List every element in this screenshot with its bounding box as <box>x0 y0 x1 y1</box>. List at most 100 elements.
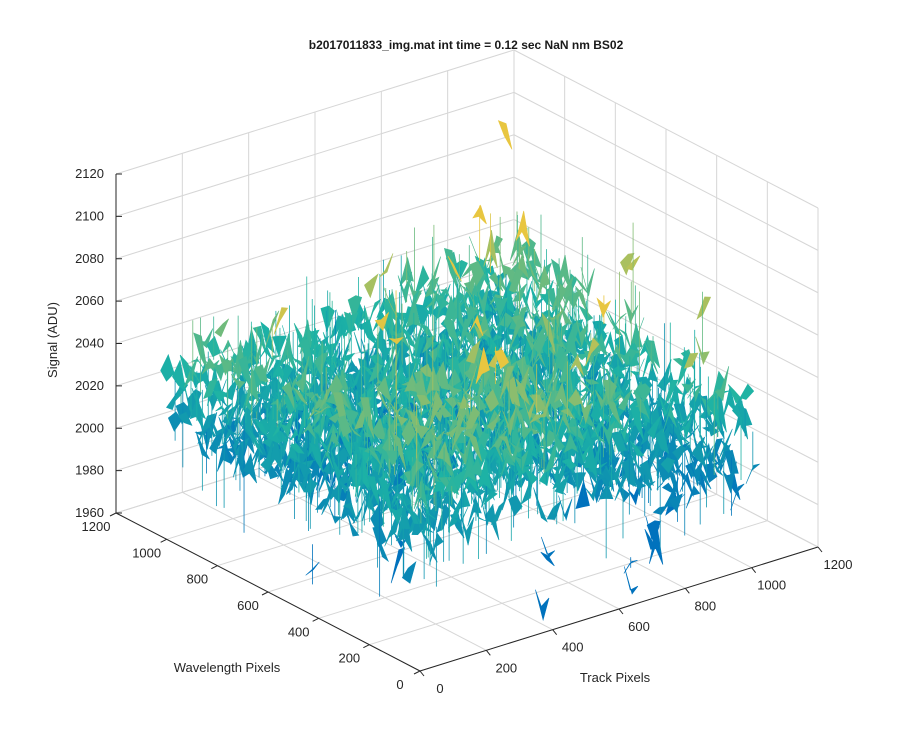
z-tick-label: 2040 <box>75 336 104 351</box>
surface-patch <box>535 589 550 622</box>
surface-patch <box>571 472 587 492</box>
surface-patch <box>593 333 608 367</box>
floor-grid-line <box>318 493 717 619</box>
y-tick-label: 400 <box>288 624 310 639</box>
surface-patch <box>278 363 294 399</box>
y-tick-label: 600 <box>237 598 259 613</box>
surface-patch <box>531 351 546 370</box>
surface-patch <box>585 337 600 367</box>
surface-patch <box>693 416 708 448</box>
x-tick-label: 400 <box>562 640 584 655</box>
z-tick-label: 1960 <box>75 505 104 520</box>
x-tick-mark <box>485 650 491 656</box>
surface-patch <box>284 441 299 470</box>
surface-patch <box>568 388 583 406</box>
surface-patch <box>578 304 594 322</box>
surface-patch <box>498 436 513 460</box>
surface-patch <box>649 524 664 565</box>
surface-patch <box>612 313 627 330</box>
surface <box>160 120 760 622</box>
surface-patch <box>377 376 392 403</box>
surface-patch <box>668 449 683 476</box>
surface-patch <box>248 429 263 454</box>
y-tick-mark <box>109 512 117 517</box>
surface-patch <box>608 453 623 486</box>
surface-patch <box>425 452 440 481</box>
surface-patch <box>401 560 417 584</box>
surface-patch <box>397 271 412 304</box>
surface-patch <box>368 362 383 383</box>
surface-patch <box>421 500 436 520</box>
surface-patch <box>325 427 340 458</box>
surface-patch <box>177 411 193 426</box>
surface-patch <box>195 431 210 460</box>
surface-patch <box>471 496 486 522</box>
surface-patch <box>279 412 295 438</box>
surface-patch <box>654 427 670 455</box>
surface-patch <box>254 418 269 438</box>
surface-patch <box>691 466 706 486</box>
surface-patch <box>506 436 521 464</box>
surface-patch <box>415 424 430 440</box>
surface-patch <box>267 355 281 374</box>
surface-patch <box>222 428 237 444</box>
x-tick-label: 800 <box>694 598 716 613</box>
surface-patch <box>569 353 584 376</box>
axes <box>109 173 823 677</box>
surface-patch <box>595 389 610 408</box>
surface-patch <box>384 530 399 547</box>
surface-patch <box>708 450 724 476</box>
surface-patch <box>508 494 523 517</box>
surface-patch <box>415 512 430 538</box>
surface-patch <box>461 453 477 484</box>
x-axis-label: Track Pixels <box>580 670 651 685</box>
surface-patch <box>447 420 463 456</box>
surface-patch <box>446 383 462 398</box>
y-tick-label: 1000 <box>132 545 161 560</box>
surface-patch <box>486 241 502 268</box>
back-wall-grid-line <box>115 261 515 387</box>
chart-title: b2017011833_img.mat int time = 0.12 sec … <box>309 38 624 52</box>
surface-patch <box>401 418 416 447</box>
surface-patch <box>475 347 490 384</box>
surface-patch <box>494 349 509 370</box>
surface-patch <box>509 316 525 349</box>
x-tick-mark <box>618 608 624 615</box>
surface-patch <box>577 309 592 350</box>
surface-patch <box>609 343 624 367</box>
surface-patch <box>444 473 460 495</box>
surface-patch <box>616 414 631 441</box>
surface-patch <box>222 339 237 359</box>
surface-patch <box>486 410 502 432</box>
surface-patch <box>289 442 305 454</box>
surface-patch <box>612 433 627 452</box>
surface-patch <box>554 474 570 495</box>
surface-patch <box>258 345 273 361</box>
surface-patch <box>490 500 506 526</box>
surface-patch <box>497 120 513 150</box>
surface-patch <box>361 319 376 345</box>
surface-patch <box>393 493 409 511</box>
surface-patch <box>494 422 509 444</box>
surface-patch <box>337 415 352 438</box>
surface-patch <box>342 502 358 522</box>
surface-patch <box>372 417 387 440</box>
surface-patch <box>227 427 242 453</box>
surface-patch <box>577 391 593 425</box>
surface-patch <box>289 429 304 449</box>
right-wall-grid-line <box>513 134 819 294</box>
y-tick-label: 0 <box>396 677 403 692</box>
surface-patch <box>443 319 458 340</box>
surface-patch <box>374 312 390 332</box>
surface-patch <box>336 472 352 488</box>
surface-patch <box>596 403 612 421</box>
surface-patch <box>536 264 551 303</box>
back-wall-grid-line <box>115 91 515 217</box>
surface-patch <box>714 366 730 402</box>
surface-patch <box>515 378 531 406</box>
surface-patch <box>375 386 390 412</box>
surface-patch <box>443 247 459 291</box>
right-wall-grid-line <box>513 219 819 378</box>
surface-patch <box>689 452 704 486</box>
surface-patch <box>493 296 508 319</box>
